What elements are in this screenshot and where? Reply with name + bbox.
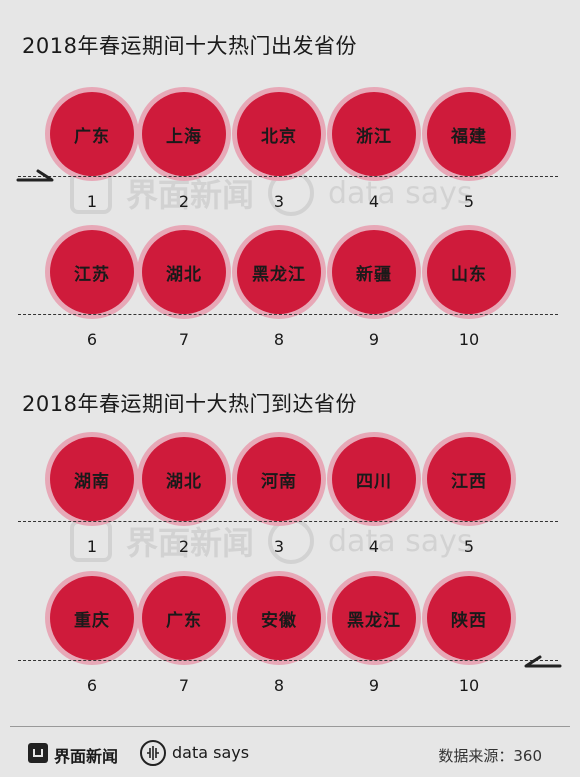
left-arrow-icon xyxy=(16,169,54,182)
province-name: 山东 xyxy=(451,264,487,285)
watermark: 界面新闻 data says xyxy=(70,506,540,576)
rank-number: 1 xyxy=(86,537,98,556)
province-name: 黑龙江 xyxy=(252,264,306,285)
dashed-divider xyxy=(18,660,558,661)
province-name: 浙江 xyxy=(356,126,392,147)
province-name: 安徽 xyxy=(261,610,297,631)
rank-number: 4 xyxy=(368,537,380,556)
rank-number: 7 xyxy=(178,676,190,695)
rank-number: 2 xyxy=(178,537,190,556)
province-circle: 山东 xyxy=(427,230,511,314)
data-says-icon xyxy=(140,740,166,766)
province-circle: 广东 xyxy=(50,92,134,176)
province-circle: 河南 xyxy=(237,437,321,521)
province-circle: 江西 xyxy=(427,437,511,521)
province-name: 河南 xyxy=(261,471,297,492)
province-circle: 黑龙江 xyxy=(237,230,321,314)
departure-title: 2018年春运期间十大热门出发省份 xyxy=(22,34,357,58)
province-circle: 湖南 xyxy=(50,437,134,521)
province-circle: 黑龙江 xyxy=(332,576,416,660)
footer: 界面新闻 data says 数据来源：360 xyxy=(0,736,580,772)
watermark-data-says-icon xyxy=(268,518,315,564)
province-circle: 安徽 xyxy=(237,576,321,660)
province-name: 湖北 xyxy=(166,471,202,492)
province-name: 江西 xyxy=(451,471,487,492)
province-name: 黑龙江 xyxy=(347,610,401,631)
rank-number: 5 xyxy=(463,537,475,556)
rank-number: 10 xyxy=(458,330,480,349)
rank-number: 6 xyxy=(86,676,98,695)
province-circle: 陕西 xyxy=(427,576,511,660)
watermark-brand-cn: 界面新闻 xyxy=(126,176,255,214)
rank-number: 7 xyxy=(178,330,190,349)
rank-number: 9 xyxy=(368,330,380,349)
footer-brand-cn: 界面新闻 xyxy=(54,747,119,766)
province-circle: 江苏 xyxy=(50,230,134,314)
province-circle: 福建 xyxy=(427,92,511,176)
rank-number: 5 xyxy=(463,192,475,211)
rank-number: 8 xyxy=(273,330,285,349)
rank-number: 2 xyxy=(178,192,190,211)
province-circle: 四川 xyxy=(332,437,416,521)
rank-number: 9 xyxy=(368,676,380,695)
footer-brand-en: data says xyxy=(172,743,250,762)
rank-number: 1 xyxy=(86,192,98,211)
province-name: 湖北 xyxy=(166,264,202,285)
province-name: 湖南 xyxy=(74,471,110,492)
rank-number: 3 xyxy=(273,192,285,211)
watermark-brand-en: data says xyxy=(328,175,473,211)
province-name: 广东 xyxy=(166,610,202,631)
dashed-divider xyxy=(18,176,558,177)
province-circle: 新疆 xyxy=(332,230,416,314)
province-circle: 湖北 xyxy=(142,437,226,521)
dashed-divider xyxy=(18,314,558,315)
jiemian-logo-icon xyxy=(28,743,48,763)
province-name: 福建 xyxy=(451,126,487,147)
province-circle: 浙江 xyxy=(332,92,416,176)
data-source: 数据来源：360 xyxy=(438,747,542,765)
footer-divider xyxy=(10,726,570,727)
rank-number: 3 xyxy=(273,537,285,556)
province-name: 陕西 xyxy=(451,610,487,631)
watermark-brand-en: data says xyxy=(328,523,473,559)
dashed-divider xyxy=(18,521,558,522)
province-circle: 广东 xyxy=(142,576,226,660)
arrival-title: 2018年春运期间十大热门到达省份 xyxy=(22,392,357,416)
rank-number: 4 xyxy=(368,192,380,211)
watermark-brand-cn: 界面新闻 xyxy=(126,524,255,562)
rank-number: 8 xyxy=(273,676,285,695)
province-name: 四川 xyxy=(356,471,392,492)
province-name: 新疆 xyxy=(356,264,392,285)
province-circle: 湖北 xyxy=(142,230,226,314)
province-name: 江苏 xyxy=(74,264,110,285)
province-name: 北京 xyxy=(261,126,297,147)
province-circle: 重庆 xyxy=(50,576,134,660)
province-name: 广东 xyxy=(74,126,110,147)
watermark-logo-icon xyxy=(70,520,112,562)
rank-number: 10 xyxy=(458,676,480,695)
province-name: 重庆 xyxy=(74,610,110,631)
province-circle: 北京 xyxy=(237,92,321,176)
province-name: 上海 xyxy=(166,126,202,147)
province-circle: 上海 xyxy=(142,92,226,176)
rank-number: 6 xyxy=(86,330,98,349)
left-arrow-icon xyxy=(524,655,562,668)
